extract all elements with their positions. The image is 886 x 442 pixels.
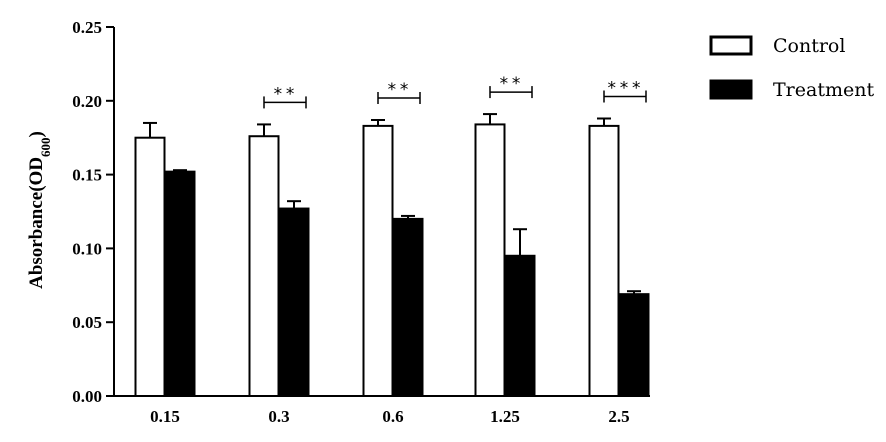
x-tick-label: 2.5 — [608, 407, 629, 426]
significance-label: ** — [499, 74, 523, 94]
y-tick-label: 0.25 — [72, 18, 102, 37]
bar-control-0.6 — [362, 124, 394, 397]
legend-swatch-control — [709, 35, 753, 56]
legend: Control Treatment — [709, 35, 874, 101]
y-tick-label: 0.20 — [72, 92, 102, 111]
bar-treatment-0.6 — [392, 217, 424, 397]
significance-label: ** — [387, 80, 411, 100]
legend-label-treatment: Treatment — [773, 79, 874, 101]
y-tick-label: 0.05 — [72, 313, 102, 332]
x-tick-label: 0.15 — [150, 407, 180, 426]
bar-control-1.25 — [474, 123, 506, 398]
bar-treatment-1.25 — [504, 254, 536, 397]
legend-label-control: Control — [773, 35, 845, 57]
y-axis-label: Absorbance(OD600) — [26, 131, 53, 289]
x-tick-label: 0.6 — [382, 407, 403, 426]
bar-control-0.3 — [248, 135, 280, 397]
y-tick-label: 0.15 — [72, 166, 102, 185]
bar-treatment-2.5 — [618, 293, 650, 398]
y-tick-label: 0.10 — [72, 239, 102, 258]
x-tick-label: 1.25 — [490, 407, 520, 426]
legend-swatch-treatment — [709, 79, 753, 100]
x-tick-label: 0.3 — [268, 407, 289, 426]
bar-control-0.15 — [134, 136, 166, 397]
y-tick-label: 0.00 — [72, 387, 102, 406]
significance-label: *** — [607, 79, 644, 99]
bar-treatment-0.3 — [278, 207, 310, 397]
bar-treatment-0.15 — [164, 170, 196, 397]
significance-label: ** — [273, 84, 297, 104]
plot-area: 0.00 0.05 0.10 0.15 0.20 0.25 0.15 0.3 ** 0.6 ** 1.… — [72, 18, 650, 426]
bar-control-2.5 — [588, 124, 620, 397]
